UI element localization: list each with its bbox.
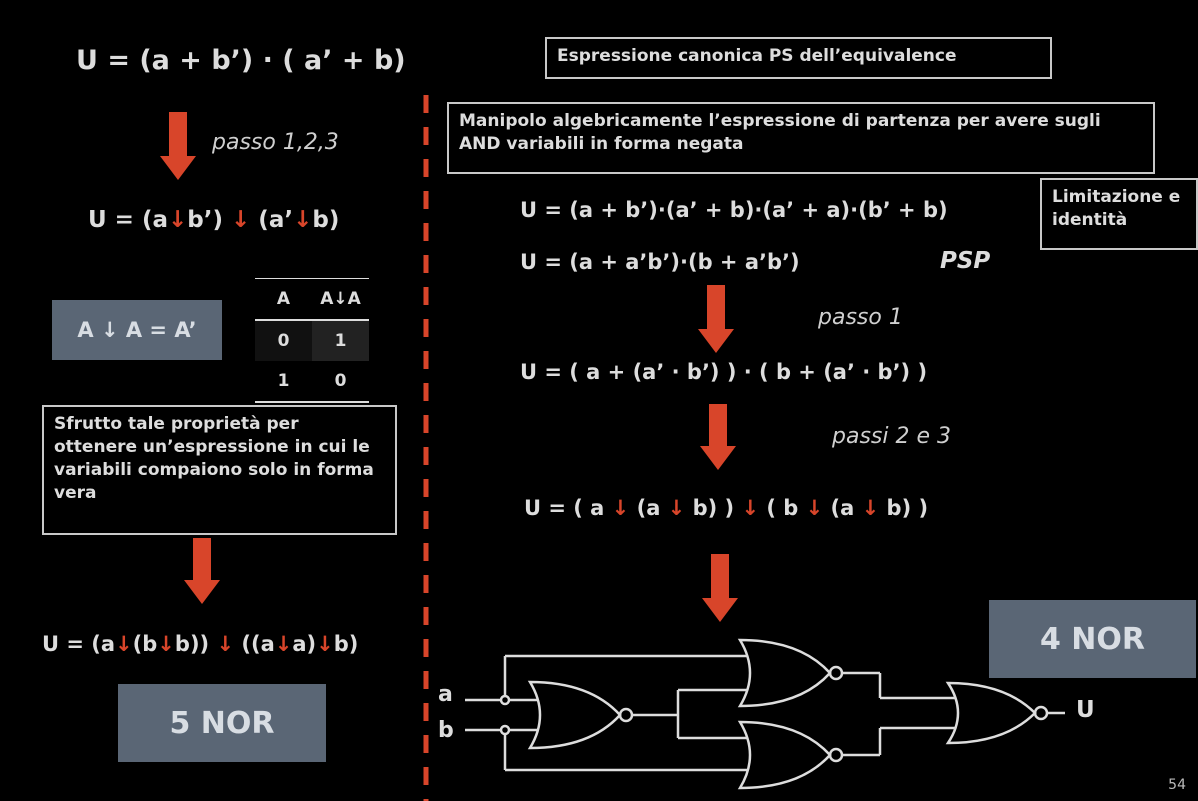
nor-count-left: 5 NOR [118, 684, 326, 762]
nor-circuit-diagram [465, 638, 1065, 790]
tt-cell: 0 [312, 361, 369, 403]
limit-box: Limitazione e identità [1040, 178, 1198, 250]
tt-cell: 0 [255, 320, 312, 361]
tt-header-nor: A↓A [312, 278, 369, 321]
formula-bottom-left: U = (a↓(b↓b)) ↓ ((a↓a)↓b) [42, 632, 359, 656]
dashed-divider [423, 95, 429, 801]
down-arrow-icon [160, 112, 196, 180]
page-number: 54 [1168, 777, 1186, 793]
down-arrow-icon [702, 554, 738, 622]
identity-box: A ↓ A = A’ [52, 300, 222, 360]
step-label-left: passo 1,2,3 [212, 130, 339, 155]
explain-box: Sfrutto tale proprietà per ottenere un’e… [42, 405, 397, 535]
psp-label: PSP [940, 248, 991, 274]
down-arrow-icon [700, 404, 736, 470]
output-u-label: U [1076, 697, 1095, 723]
input-a-label: a [438, 682, 453, 707]
truth-table: A A↓A 0 1 1 0 [255, 278, 369, 403]
formula-nor-left: U = (a↓b’) ↓ (a’↓b) [88, 207, 340, 233]
formula-3: U = ( a + (a’ · b’) ) · ( b + (a’ · b’) … [520, 360, 928, 384]
nor-count-right: 4 NOR [989, 600, 1196, 678]
tt-header-a: A [255, 278, 312, 321]
title-box: Espressione canonica PS dell’equivalence [545, 37, 1052, 79]
step-2-label: passi 2 e 3 [832, 424, 951, 449]
formula-1: U = (a + b’)·(a’ + b)·(a’ + a)·(b’ + b) [520, 198, 948, 222]
manip-box: Manipolo algebricamente l’espressione di… [447, 102, 1155, 174]
tt-cell: 1 [312, 320, 369, 361]
down-arrow-icon [698, 285, 734, 353]
formula-top: U = (a + b’) · ( a’ + b) [76, 45, 406, 76]
down-arrow-icon [184, 538, 220, 604]
step-1-label: passo 1 [818, 305, 903, 330]
formula-4: U = ( a ↓ (a ↓ b) ) ↓ ( b ↓ (a ↓ b) ) [524, 496, 929, 520]
tt-cell: 1 [255, 361, 312, 403]
formula-2: U = (a + a’b’)·(b + a’b’) [520, 250, 800, 274]
input-b-label: b [438, 718, 454, 743]
